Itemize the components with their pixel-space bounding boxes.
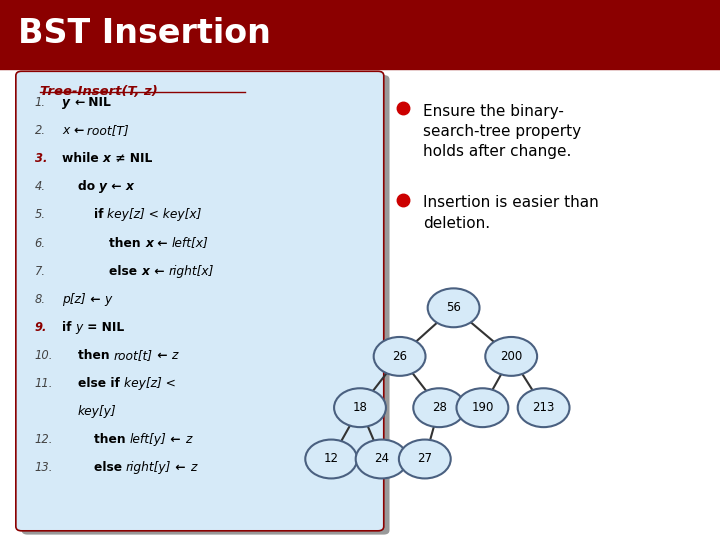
Text: else if: else if	[78, 377, 124, 390]
Text: then: then	[109, 237, 145, 249]
Text: ←: ←	[86, 293, 104, 306]
Text: ←: ←	[74, 96, 84, 109]
Text: ←: ←	[166, 433, 185, 446]
Text: 18: 18	[353, 401, 367, 414]
Text: y: y	[104, 293, 112, 306]
Text: else: else	[109, 265, 142, 278]
Text: 200: 200	[500, 350, 522, 363]
Text: y: y	[99, 180, 107, 193]
Text: y: y	[76, 321, 83, 334]
Text: 24: 24	[374, 453, 389, 465]
Text: 4.: 4.	[35, 180, 45, 193]
Text: left[x]: left[x]	[172, 237, 209, 249]
FancyBboxPatch shape	[22, 75, 390, 535]
Circle shape	[413, 388, 465, 427]
Text: z: z	[171, 349, 178, 362]
Text: 8.: 8.	[35, 293, 45, 306]
Text: then: then	[94, 433, 130, 446]
Text: 28: 28	[432, 401, 446, 414]
Text: left[y]: left[y]	[130, 433, 166, 446]
Text: 2.: 2.	[35, 124, 45, 137]
Text: root[t]: root[t]	[114, 349, 153, 362]
Text: x: x	[103, 152, 111, 165]
Circle shape	[334, 388, 386, 427]
Text: ≠ NIL: ≠ NIL	[111, 152, 152, 165]
Text: ←: ←	[171, 461, 190, 474]
Text: y: y	[62, 96, 74, 109]
Text: if: if	[94, 208, 107, 221]
FancyBboxPatch shape	[16, 71, 384, 531]
Text: Ensure the binary-
search-tree property
holds after change.: Ensure the binary- search-tree property …	[423, 104, 582, 159]
Text: 6.: 6.	[35, 237, 45, 249]
Text: ←: ←	[150, 265, 168, 278]
Text: 12.: 12.	[35, 433, 53, 446]
Text: x: x	[126, 180, 134, 193]
Text: NIL: NIL	[84, 96, 112, 109]
Text: if: if	[62, 321, 76, 334]
Text: 11.: 11.	[35, 377, 53, 390]
Text: do: do	[78, 180, 99, 193]
Text: while: while	[62, 152, 103, 165]
Text: x: x	[145, 237, 153, 249]
Text: p[z]: p[z]	[62, 293, 86, 306]
Text: 13.: 13.	[35, 461, 53, 474]
Circle shape	[485, 337, 537, 376]
Text: x: x	[62, 124, 73, 137]
Text: x: x	[142, 265, 150, 278]
Text: z: z	[185, 433, 192, 446]
Text: key[y]: key[y]	[78, 405, 117, 418]
Text: 12: 12	[324, 453, 338, 465]
Text: right[y]: right[y]	[126, 461, 171, 474]
Text: 9.: 9.	[35, 321, 47, 334]
Text: ←: ←	[153, 237, 172, 249]
Text: z: z	[190, 461, 197, 474]
Circle shape	[305, 440, 357, 478]
Text: 5.: 5.	[35, 208, 45, 221]
Text: = NIL: = NIL	[83, 321, 124, 334]
Text: ←: ←	[73, 124, 84, 137]
Text: 3.: 3.	[35, 152, 47, 165]
Text: else: else	[94, 461, 126, 474]
Text: 190: 190	[471, 401, 494, 414]
Circle shape	[374, 337, 426, 376]
Text: key[z] < key[x]: key[z] < key[x]	[107, 208, 202, 221]
Text: ←: ←	[107, 180, 126, 193]
Text: right[x]: right[x]	[168, 265, 214, 278]
Text: ←: ←	[153, 349, 171, 362]
Text: Insertion is easier than
deletion.: Insertion is easier than deletion.	[423, 195, 599, 231]
Circle shape	[456, 388, 508, 427]
Text: 10.: 10.	[35, 349, 53, 362]
Text: BST Insertion: BST Insertion	[18, 17, 271, 50]
Text: 56: 56	[446, 301, 461, 314]
Text: root[T]: root[T]	[84, 124, 129, 137]
Text: Tree-Insert(T, z): Tree-Insert(T, z)	[40, 85, 158, 98]
Circle shape	[428, 288, 480, 327]
Circle shape	[399, 440, 451, 478]
Text: key[z] <: key[z] <	[124, 377, 176, 390]
Text: 7.: 7.	[35, 265, 45, 278]
Text: 26: 26	[392, 350, 407, 363]
Text: 1.: 1.	[35, 96, 45, 109]
Text: 27: 27	[418, 453, 432, 465]
Text: 213: 213	[532, 401, 555, 414]
Text: then: then	[78, 349, 114, 362]
Circle shape	[356, 440, 408, 478]
FancyBboxPatch shape	[0, 0, 720, 70]
Circle shape	[518, 388, 570, 427]
